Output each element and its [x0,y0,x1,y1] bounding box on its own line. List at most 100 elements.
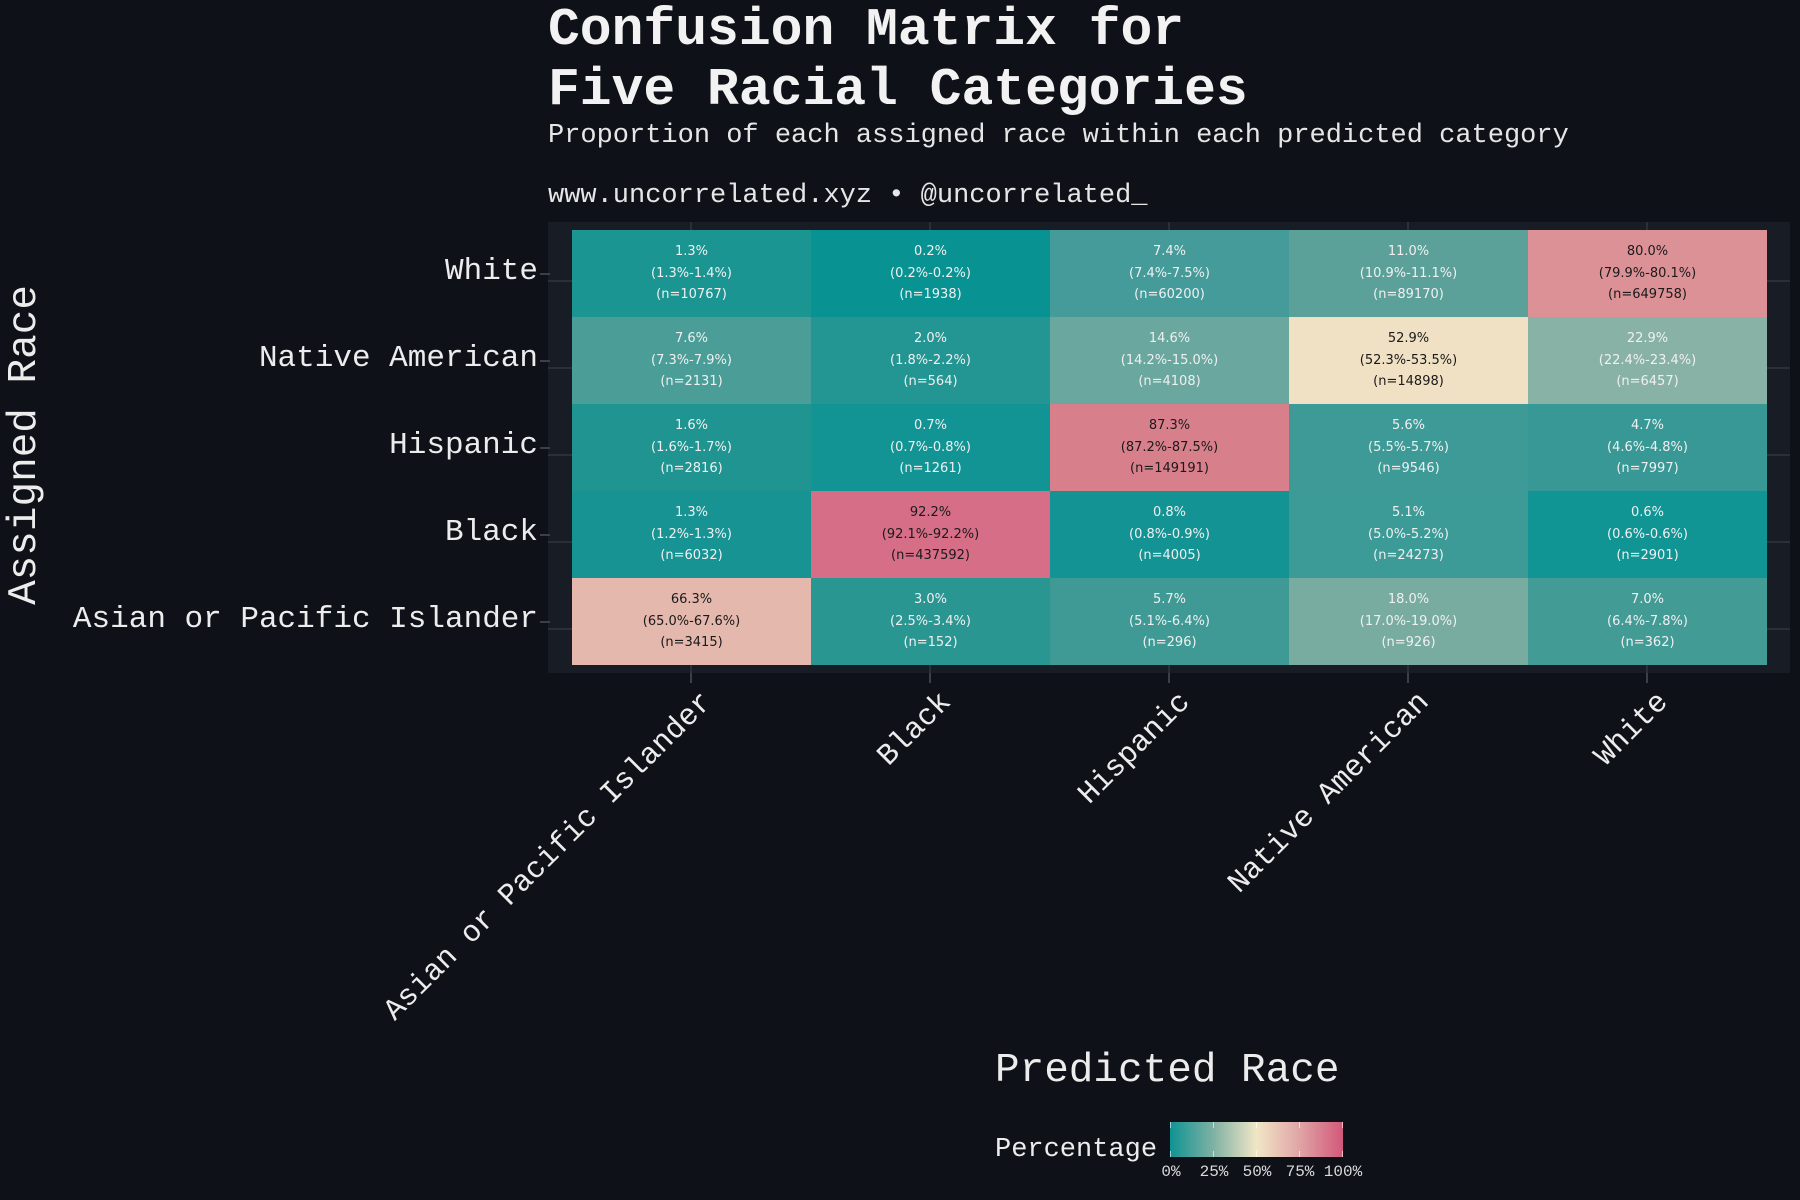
cell-percentage: 66.3% [670,592,713,608]
cell-interval: (0.7%-0.8%) [890,439,971,455]
cell-count: (n=7997) [1616,461,1679,477]
y-tick [540,447,550,449]
colorbar-tick [1256,1151,1257,1157]
cell-interval: (79.9%-80.1%) [1598,265,1697,281]
cell-count: (n=24273) [1373,548,1444,564]
x-tick [1407,673,1409,683]
x-tick [1168,673,1170,683]
heatmap-cell: 4.7% (4.6%-4.8%) (n=7997) [1528,404,1767,491]
cell-percentage: 92.2% [909,505,952,521]
cell-interval: (5.1%-6.4%) [1129,613,1210,629]
cell-count: (n=6457) [1616,374,1679,390]
cell-count: (n=6032) [660,548,723,564]
cell-percentage: 80.0% [1626,244,1669,260]
cell-count: (n=649758) [1608,287,1687,303]
cell-count: (n=10767) [656,287,727,303]
cell-percentage: 14.6% [1148,331,1191,347]
heatmap-cell: 7.6% (7.3%-7.9%) (n=2131) [572,317,811,404]
colorbar-tick [1213,1122,1214,1128]
cell-interval: (1.8%-2.2%) [890,352,971,368]
x-tick [929,673,931,683]
x-axis-label: Asian or Pacific Islander [377,686,721,1029]
heatmap-cell: 1.3% (1.3%-1.4%) (n=10767) [572,230,811,317]
y-tick [540,621,550,623]
cell-count: (n=4005) [1138,548,1201,564]
cell-percentage: 5.1% [1391,505,1426,521]
heatmap-cell: 14.6% (14.2%-15.0%) (n=4108) [1050,317,1289,404]
y-axis-label: Black [444,515,538,550]
cell-interval: (7.4%-7.5%) [1129,265,1210,281]
heatmap-cell: 87.3% (87.2%-87.5%) (n=149191) [1050,404,1289,491]
cell-interval: (87.2%-87.5%) [1120,439,1219,455]
heatmap-cell: 52.9% (52.3%-53.5%) (n=14898) [1289,317,1528,404]
chart-title-line-2: Five Racial Categories [548,60,1248,120]
colorbar-tick [1299,1151,1300,1157]
heatmap-cell: 0.2% (0.2%-0.2%) (n=1938) [811,230,1050,317]
colorbar-tick [1256,1122,1257,1128]
cell-percentage: 5.7% [1152,592,1187,608]
cell-interval: (5.0%-5.2%) [1368,526,1449,542]
cell-interval: (22.4%-23.4%) [1598,352,1697,368]
cell-interval: (0.8%-0.9%) [1129,526,1210,542]
heatmap-cell: 1.3% (1.2%-1.3%) (n=6032) [572,491,811,578]
y-axis-label: White [444,254,538,289]
legend-colorbar [1170,1122,1343,1157]
cell-percentage: 5.6% [1391,418,1426,434]
colorbar-tick-label: 50% [1242,1163,1272,1181]
cell-percentage: 3.0% [913,592,948,608]
y-tick [540,273,550,275]
colorbar-tick-label: 75% [1285,1163,1315,1181]
cell-percentage: 1.6% [674,418,709,434]
colorbar-tick [1299,1122,1300,1128]
heatmap-cell: 0.8% (0.8%-0.9%) (n=4005) [1050,491,1289,578]
cell-interval: (4.6%-4.8%) [1607,439,1688,455]
heatmap-cell: 2.0% (1.8%-2.2%) (n=564) [811,317,1050,404]
x-axis-label: Black [871,686,960,774]
y-tick [540,360,550,362]
cell-percentage: 1.3% [674,505,709,521]
y-axis-title: Assigned Race [2,285,48,605]
cell-count: (n=1938) [899,287,962,303]
x-axis-label: Native American [1222,686,1438,901]
y-axis-label: Native American [258,341,538,376]
colorbar-tick [1170,1151,1171,1157]
chart-subtitle: Proportion of each assigned race within … [548,121,1569,151]
cell-interval: (14.2%-15.0%) [1120,352,1219,368]
colorbar-tick [1213,1151,1214,1157]
cell-count: (n=2816) [660,461,723,477]
cell-interval: (0.6%-0.6%) [1607,526,1688,542]
heatmap-cell: 0.7% (0.7%-0.8%) (n=1261) [811,404,1050,491]
heatmap-cell: 80.0% (79.9%-80.1%) (n=649758) [1528,230,1767,317]
y-axis-label: Hispanic [389,428,538,463]
heatmap-cell: 3.0% (2.5%-3.4%) (n=152) [811,578,1050,665]
cell-count: (n=4108) [1138,374,1201,390]
cell-interval: (52.3%-53.5%) [1359,352,1458,368]
cell-percentage: 87.3% [1148,418,1191,434]
x-axis-title: Predicted Race [995,1048,1340,1094]
heatmap-cell: 5.7% (5.1%-6.4%) (n=296) [1050,578,1289,665]
x-axis-label: White [1588,686,1677,774]
cell-count: (n=564) [903,374,958,390]
cell-interval: (0.2%-0.2%) [890,265,971,281]
cell-interval: (6.4%-7.8%) [1607,613,1688,629]
cell-percentage: 7.0% [1630,592,1665,608]
chart-title-line-1: Confusion Matrix for [548,0,1185,60]
cell-count: (n=3415) [660,635,723,651]
heatmap-cell: 22.9% (22.4%-23.4%) (n=6457) [1528,317,1767,404]
y-axis-label: Asian or Pacific Islander [72,602,538,637]
cell-interval: (1.3%-1.4%) [651,265,732,281]
x-tick [690,673,692,683]
cell-count: (n=14898) [1373,374,1444,390]
cell-count: (n=1261) [899,461,962,477]
x-axis-label: Hispanic [1072,686,1199,812]
colorbar-tick-label: 100% [1323,1163,1363,1181]
cell-interval: (10.9%-11.1%) [1359,265,1458,281]
cell-interval: (1.2%-1.3%) [651,526,732,542]
heatmap-cell: 5.1% (5.0%-5.2%) (n=24273) [1289,491,1528,578]
cell-count: (n=362) [1620,635,1675,651]
cell-percentage: 52.9% [1387,331,1430,347]
heatmap-cell: 0.6% (0.6%-0.6%) (n=2901) [1528,491,1767,578]
cell-count: (n=149191) [1130,461,1209,477]
cell-count: (n=2131) [660,374,723,390]
cell-interval: (17.0%-19.0%) [1359,613,1458,629]
